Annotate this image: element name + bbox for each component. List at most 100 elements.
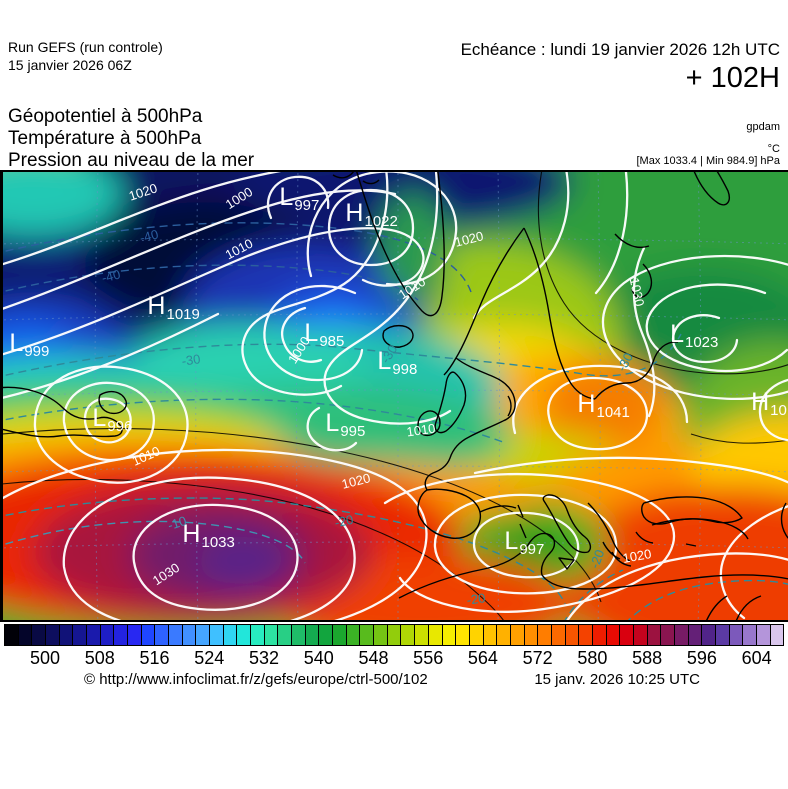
- color-scale-tick: 564: [467, 648, 498, 668]
- color-scale-cell: [18, 625, 33, 645]
- color-scale-cell: [729, 625, 744, 645]
- color-scale-tick: 540: [303, 648, 334, 668]
- color-scale-cell: [346, 625, 361, 645]
- pressure-center-l996: L996: [92, 404, 133, 436]
- contour-label: -30: [180, 351, 202, 369]
- color-scale-tick: 524: [194, 648, 225, 668]
- color-scale-cell: [756, 625, 771, 645]
- color-scale-cell: [73, 625, 88, 645]
- pressure-center-l985: L985: [304, 319, 345, 351]
- geopotential-contours: [3, 172, 788, 620]
- color-scale-cell: [223, 625, 238, 645]
- color-scale-tick: 556: [413, 648, 444, 668]
- color-scale-tick: 516: [139, 648, 170, 668]
- color-scale-cell: [579, 625, 593, 645]
- color-scale-cell: [428, 625, 443, 645]
- pressure-center-h1022: H1022: [345, 199, 398, 231]
- color-scale-tick: 588: [632, 648, 663, 668]
- color-scale-cell: [715, 625, 730, 645]
- color-scale-cell: [401, 625, 416, 645]
- color-scale-cell: [333, 625, 347, 645]
- color-scale-cell: [469, 625, 484, 645]
- contour-label: -20: [465, 590, 487, 608]
- color-scale-tick: 548: [358, 648, 389, 668]
- color-scale-cell: [442, 625, 457, 645]
- color-scale-cell: [182, 625, 197, 645]
- color-scale-cell: [59, 625, 74, 645]
- color-scale-cell: [128, 625, 142, 645]
- color-scale-cell: [169, 625, 183, 645]
- color-scale-cell: [702, 625, 716, 645]
- color-scale-cell: [387, 625, 402, 645]
- color-scale-tick: 596: [686, 648, 717, 668]
- color-scale-cell: [674, 625, 689, 645]
- color-scale-cell: [114, 625, 129, 645]
- color-scale-cell: [592, 625, 607, 645]
- color-scale-tick: 532: [248, 648, 280, 668]
- weather-map-canvas: [3, 172, 788, 620]
- color-scale-cell: [264, 625, 279, 645]
- color-scale-cell: [210, 625, 224, 645]
- forecast-validity: Echéance : lundi 19 janvier 2026 12h UTC: [460, 40, 780, 59]
- color-scale-cell: [770, 625, 784, 645]
- color-scale-cell: [524, 625, 539, 645]
- pressure-center-l998: L998: [377, 347, 418, 379]
- color-scale-cell: [155, 625, 170, 645]
- run-date-line: 15 janvier 2026 06Z: [8, 57, 132, 73]
- pressure-center-l999: L999: [9, 329, 50, 361]
- isobars: [3, 172, 788, 620]
- color-scale-cell: [278, 625, 293, 645]
- color-scale-tick: 604: [741, 648, 772, 668]
- pressure-center-l1023: L1023: [670, 320, 719, 352]
- color-scale-cell: [620, 625, 634, 645]
- geopotential-color-scale: [4, 624, 784, 646]
- run-model-line: Run GEFS (run controle): [8, 39, 163, 55]
- color-scale-cell: [46, 625, 60, 645]
- pressure-center-h10: H10: [751, 388, 787, 420]
- color-scale-cell: [633, 625, 648, 645]
- generation-timestamp: 15 janv. 2026 10:25 UTC: [534, 671, 700, 688]
- color-scale-cell: [251, 625, 265, 645]
- source-url: © http://www.infoclimat.fr/z/gefs/europe…: [84, 671, 428, 688]
- color-scale-cell: [647, 625, 662, 645]
- color-scale-cell: [551, 625, 566, 645]
- color-scale-cell: [415, 625, 429, 645]
- unit-geopotential: gpdam: [746, 121, 780, 133]
- pressure-center-h1033: H1033: [182, 520, 235, 552]
- run-info: Run GEFS (run controle) 15 janvier 2026 …: [8, 38, 163, 74]
- color-scale-cell: [565, 625, 580, 645]
- color-scale-cell: [510, 625, 525, 645]
- color-scale-cell: [688, 625, 703, 645]
- color-scale-cell: [483, 625, 498, 645]
- pressure-center-l997: L997: [279, 183, 320, 215]
- color-scale-tick: 500: [30, 648, 61, 668]
- title-geopotential: Géopotentiel à 500hPa: [8, 106, 203, 127]
- color-scale-cell: [606, 625, 621, 645]
- color-scale-cell: [237, 625, 252, 645]
- chart-titles: Géopotentiel à 500hPa Température à 500h…: [8, 106, 254, 172]
- color-scale-cell: [538, 625, 552, 645]
- pressure-center-h1041: H1041: [577, 390, 630, 422]
- color-scale-cell: [32, 625, 47, 645]
- color-scale-cell: [456, 625, 470, 645]
- color-scale-cell: [360, 625, 375, 645]
- unit-temperature: °C: [767, 143, 780, 155]
- pressure-center-l997: L997: [504, 527, 545, 559]
- color-scale-cell: [141, 625, 156, 645]
- color-scale-cell: [319, 625, 334, 645]
- color-scale-cell: [196, 625, 211, 645]
- color-scale-cell: [5, 625, 19, 645]
- weather-map: L997 H1022 H1019 L999 L985 L998 L995 L996 H1033 L…: [0, 170, 788, 622]
- color-scale-tick: 572: [522, 648, 553, 668]
- color-scale-cell: [87, 625, 101, 645]
- color-scale-cell: [743, 625, 757, 645]
- forecast-step: + 102H: [685, 62, 780, 94]
- color-scale-tick: 508: [84, 648, 115, 668]
- color-scale-cell: [661, 625, 675, 645]
- color-scale-cell: [292, 625, 306, 645]
- color-scale-cell: [305, 625, 320, 645]
- title-temperature: Température à 500hPa: [8, 128, 202, 149]
- pressure-center-l995: L995: [325, 409, 366, 441]
- title-pressure: Pression au niveau de la mer: [8, 150, 255, 171]
